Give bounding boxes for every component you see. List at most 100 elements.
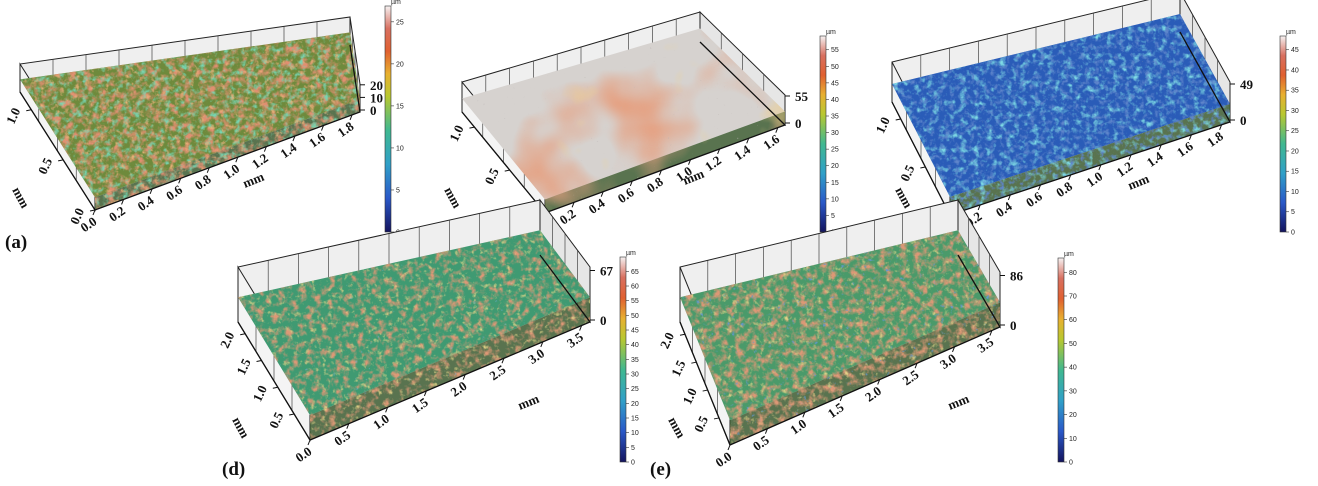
colorbar-tick-label: 20 [1291,148,1299,155]
y-tick [257,361,262,362]
z-tick-label: 67 [600,264,614,279]
z-tick-label: 0 [1010,318,1017,333]
colorbar-tick-label: 70 [1069,293,1077,300]
colorbar-tick-label: 20 [831,163,839,170]
x-tick-label: 0.4 [993,198,1015,220]
colorbar-tick-label: 15 [631,416,639,423]
y-tick [469,127,474,128]
y-tick [714,418,719,419]
y-axis-label: mm [229,414,252,440]
colorbar-tick-label: 25 [1291,128,1299,135]
colorbar-unit: µm [391,0,401,6]
x-tick-label: 1.4 [731,142,753,164]
x-tick-label: 0.8 [192,171,214,193]
panel-label: (d) [222,459,245,480]
x-tick-label: 3.0 [525,345,547,367]
colorbar-tick-label: 60 [1069,317,1077,324]
figure: 0.00.20.40.60.81.01.21.41.61.80.00.51.00… [0,0,1318,486]
colorbar-tick-label: 10 [396,145,404,152]
x-tick-label: 0.4 [135,192,157,214]
colorbar-tick-label: 30 [631,372,639,379]
y-tick [680,334,685,335]
x-tick-label: 1.0 [370,411,392,433]
y-axis-label: mm [441,184,464,210]
colorbar-tick-label: 15 [396,103,404,110]
z-tick-label: 0 [1240,113,1247,128]
colorbar-tick-label: 0 [631,460,635,467]
x-tick [728,445,730,450]
y-tick-label: 2.0 [657,330,677,351]
colorbar-tick-label: 40 [1069,365,1077,372]
colorbar-tick-label: 25 [396,19,404,26]
z-tick-label: 0 [795,116,802,131]
colorbar-tick-label: 25 [631,386,639,393]
x-axis-label: mm [516,391,542,413]
panel-label: (e) [650,459,671,480]
colorbar-tick-label: 15 [831,180,839,187]
z-tick-label: 86 [1010,269,1024,284]
colorbar [1058,258,1064,462]
colorbar-tick-label: 20 [631,401,639,408]
z-tick-label: 0 [600,313,607,328]
colorbar-tick-label: 60 [631,284,639,291]
y-tick-label: 0.5 [266,409,287,431]
y-axis-label: mm [892,184,915,210]
colorbar-tick-label: 35 [1291,88,1299,95]
y-tick-label: 1.0 [3,105,23,126]
y-tick-label: 1.5 [668,357,689,379]
colorbar-unit: µm [1286,29,1296,36]
y-tick-label: 2.0 [217,329,237,350]
colorbar-tick-label: 25 [831,147,839,154]
colorbar-tick-label: 50 [1069,341,1077,348]
colorbar-tick-label: 45 [1291,47,1299,54]
colorbar-tick-label: 50 [631,313,639,320]
x-tick-label: 1.0 [1083,168,1105,190]
z-tick-label: 55 [795,89,809,104]
colorbar-tick-label: 5 [831,213,835,220]
x-tick-label: 0.6 [1023,188,1045,210]
colorbar-tick-label: 40 [631,342,639,349]
x-axis-label: mm [946,391,972,413]
colorbar-tick-label: 50 [831,64,839,71]
x-tick-label: 1.8 [1204,128,1226,150]
colorbar-tick-label: 35 [831,114,839,121]
y-tick [691,362,696,363]
y-tick [920,167,925,168]
y-tick [58,160,63,161]
x-tick-label: 1.4 [1144,148,1166,170]
colorbar-unit: µm [826,29,836,36]
colorbar-tick-label: 10 [1291,189,1299,196]
y-tick-label: 1.0 [446,123,466,144]
colorbar-tick-label: 40 [1291,67,1299,74]
y-tick-label: 1.5 [233,356,254,378]
colorbar-tick-label: 55 [831,47,839,54]
panel-label: (a) [5,232,27,253]
x-tick-label: 0.8 [644,174,666,196]
colorbar-unit: µm [1064,251,1074,258]
colorbar [820,36,826,232]
x-tick-label: 2.0 [448,378,470,400]
y-tick-label: 0.5 [35,155,56,177]
y-tick-label: 0.5 [897,162,918,184]
x-tick-label: 0.6 [615,184,637,206]
y-tick-label: 1.0 [872,115,892,136]
y-tick [703,390,708,391]
y-tick [896,119,901,120]
colorbar-tick-label: 55 [631,298,639,305]
y-tick [240,334,245,335]
colorbar-tick-label: 10 [631,430,639,437]
x-tick-label: 1.6 [1174,138,1196,160]
colorbar-tick-label: 40 [831,97,839,104]
colorbar-tick-label: 45 [831,80,839,87]
x-tick-label: 0.0 [712,449,734,471]
colorbar-tick-label: 30 [831,130,839,137]
y-axis-label: mm [9,184,32,210]
y-tick [289,414,294,415]
x-axis-label: mm [241,169,267,191]
y-tick [273,387,278,388]
colorbar-unit: µm [626,250,636,257]
y-tick-label: 0.5 [691,413,712,435]
y-axis-label: mm [665,414,688,440]
x-tick-label: 1.6 [760,131,782,153]
colorbar-tick-label: 5 [1291,209,1295,216]
